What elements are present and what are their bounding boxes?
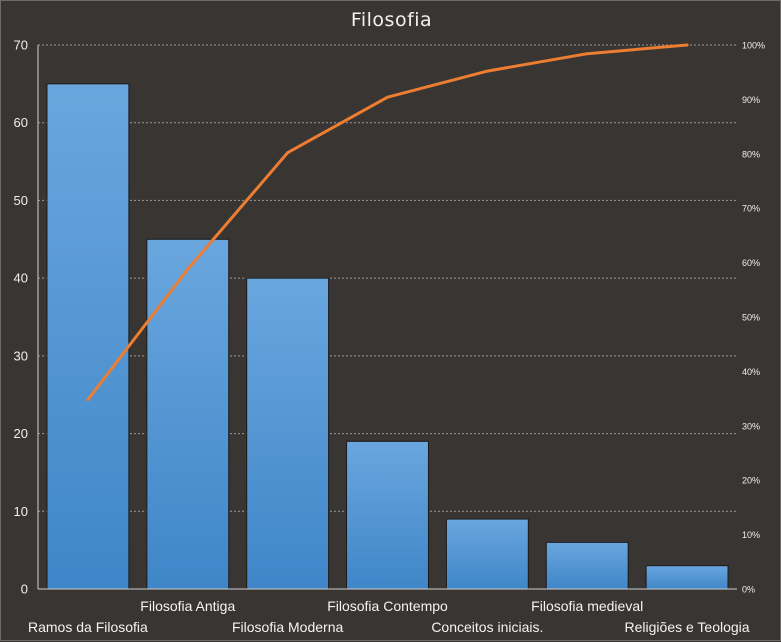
y2-tick-label: 0% <box>742 585 755 595</box>
y-tick-label: 40 <box>14 271 28 286</box>
x-tick-label: Ramos da Filosofia <box>28 619 148 635</box>
bar <box>346 440 429 590</box>
y2-tick-label: 40% <box>742 367 760 377</box>
bar <box>545 541 629 590</box>
y-tick-label: 20 <box>14 426 28 441</box>
x-tick-label: Religiões e Teologia <box>625 619 750 635</box>
y2-tick-label: 20% <box>742 476 760 486</box>
y-tick-label: 0 <box>21 582 28 597</box>
y-tick-label: 70 <box>14 38 28 53</box>
bar <box>146 238 230 590</box>
y-tick-label: 50 <box>14 193 28 208</box>
y-tick-label: 60 <box>14 115 28 130</box>
bar <box>445 518 529 590</box>
axes: 0 10 20 30 40 50 60 70 0% 10% 20% 30% 40% 50% 60% 70% 80… <box>14 38 766 636</box>
y2-tick-label: 80% <box>742 149 760 159</box>
y2-tick-label: 10% <box>742 530 760 540</box>
bar <box>645 565 729 590</box>
y2-tick-label: 30% <box>742 421 760 431</box>
chart-title: Filosofia <box>350 9 433 31</box>
y2-tick-label: 90% <box>742 95 760 105</box>
bars <box>46 83 729 590</box>
bar <box>246 277 330 590</box>
y2-tick-label: 100% <box>742 41 765 51</box>
y-tick-label: 10 <box>14 504 28 519</box>
x-tick-label: Filosofia Contempo <box>327 598 448 614</box>
cumulative-line <box>86 43 689 402</box>
y2-tick-label: 50% <box>742 313 760 323</box>
y2-tick-label: 70% <box>742 204 760 214</box>
x-tick-label: Filosofia medieval <box>531 598 643 614</box>
y-tick-label: 30 <box>14 348 28 363</box>
y2-tick-label: 60% <box>742 258 760 268</box>
cumulative-line-path <box>86 43 689 402</box>
x-tick-label: Filosofia Antiga <box>140 598 235 614</box>
x-tick-label: Conceitos iniciais. <box>431 619 543 635</box>
x-tick-label: Filosofia Moderna <box>232 619 343 635</box>
bar <box>46 83 130 590</box>
